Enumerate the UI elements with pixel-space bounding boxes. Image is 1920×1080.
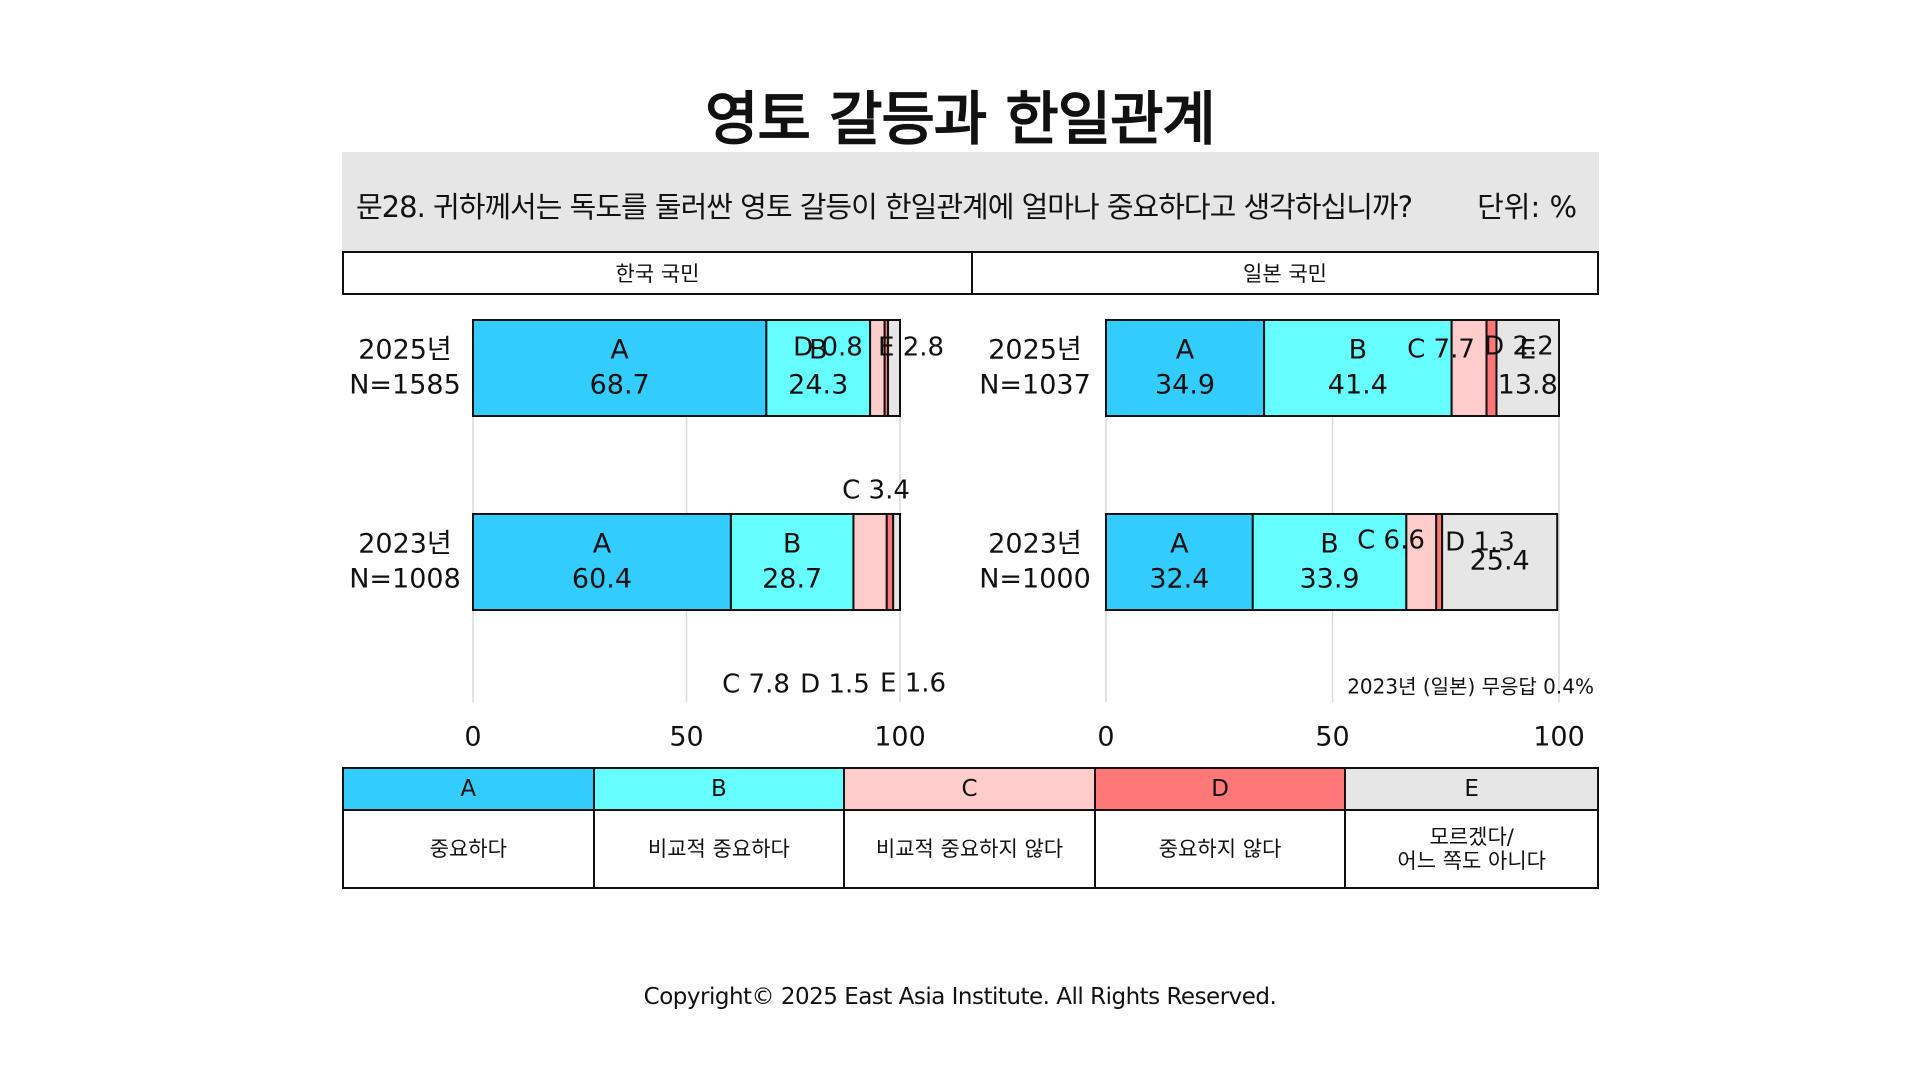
bar-segment-e: [1495, 319, 1560, 417]
bar-value-label: 13.8: [1498, 370, 1558, 401]
bar-segment-a: [1105, 319, 1266, 417]
legend-label-c: 비교적 중요하지 않다: [845, 811, 1096, 887]
bar-series-key: A: [1170, 529, 1189, 560]
unit-label: 단위: %: [1477, 190, 1577, 224]
bar-value-label: 28.7: [762, 564, 822, 595]
legend-label-b: 비교적 중요하다: [595, 811, 846, 887]
bar-value-label: 24.3: [788, 370, 848, 401]
legend-key-b: B: [594, 769, 846, 811]
small-segment-label: E 2.8: [878, 333, 944, 363]
bar-value-label: 33.9: [1299, 564, 1359, 595]
bar-segment-a: [472, 513, 732, 611]
x-tick-label: 100: [1533, 722, 1585, 753]
small-segment-label: C 3.4: [842, 476, 910, 506]
x-tick-label: 0: [464, 722, 481, 753]
page-title: 영토 갈등과 한일관계: [705, 85, 1216, 153]
legend-key-c: C: [845, 769, 1096, 811]
bar-segment-a: [1105, 513, 1254, 611]
group-header-japan: 일본 국민: [971, 251, 1599, 295]
bar-series-key: E: [1519, 335, 1536, 366]
small-segment-label: D 1.3: [1445, 528, 1515, 558]
small-segment-label: D 1.5: [800, 670, 870, 700]
question-text: 문28. 귀하께서는 독도를 둘러싼 영토 갈등이 한일관계에 얼마나 중요하다…: [356, 190, 1413, 224]
row-label-year: 2025년: [358, 335, 452, 366]
bar-series-key: A: [1176, 335, 1195, 366]
small-segment-label: D 2.2: [1484, 332, 1554, 362]
bar-series-key: B: [1349, 335, 1368, 366]
bar-segment-c: [852, 513, 888, 611]
question-bar: 문28. 귀하께서는 독도를 둘러싼 영토 갈등이 한일관계에 얼마나 중요하다…: [342, 152, 1599, 251]
bar-segment-b: [1263, 319, 1453, 417]
x-tick-label: 0: [1097, 722, 1114, 753]
small-segment-label: C 7.7: [1407, 335, 1475, 365]
row-label-n: N=1000: [979, 564, 1091, 595]
bar-series-key: A: [593, 529, 612, 560]
legend-key-a: A: [344, 769, 595, 811]
row-label-n: N=1037: [979, 370, 1091, 401]
legend-table: A B C D E 중요하다 비교적 중요하다 비교적 중요하지 않다 중요하지…: [342, 767, 1599, 889]
small-segment-label: C 7.8: [722, 670, 790, 700]
small-segment-label: E 1.6: [880, 669, 946, 699]
bar-segment-b: [765, 319, 872, 417]
bar-value-label: 60.4: [572, 564, 632, 595]
row-label-year: 2023년: [358, 529, 452, 560]
small-segment-label: D 0.8: [793, 333, 863, 363]
bar-series-key: B: [783, 529, 802, 560]
row-label-year: 2023년: [988, 529, 1082, 560]
row-label-n: N=1585: [349, 370, 461, 401]
bar-value-label: 41.4: [1328, 370, 1388, 401]
bar-segment-e: [892, 513, 902, 611]
bar-segment-a: [472, 319, 768, 417]
small-segment-label: C 6.6: [1357, 526, 1425, 556]
copyright-text: Copyright© 2025 East Asia Institute. All…: [643, 984, 1277, 1010]
bar-value-label: 32.4: [1149, 564, 1209, 595]
bar-segment-b: [729, 513, 855, 611]
bar-segment-e: [887, 319, 902, 417]
bar-segment-c: [1450, 319, 1488, 417]
legend-key-e: E: [1346, 769, 1597, 811]
row-label-year: 2025년: [988, 335, 1082, 366]
legend-label-e: 모르겠다/ 어느 쪽도 아니다: [1397, 824, 1546, 873]
chart-note: 2023년 (일본) 무응답 0.4%: [1347, 675, 1594, 699]
bar-segment-e: [1441, 513, 1559, 611]
bar-value-label: 25.4: [1470, 546, 1530, 577]
bar-series-key: B: [809, 335, 828, 366]
x-tick-label: 100: [874, 722, 926, 753]
bar-value-label: 68.7: [590, 370, 650, 401]
bar-segment-b: [1251, 513, 1408, 611]
bar-segment-c: [1405, 513, 1438, 611]
legend-key-d: D: [1095, 769, 1347, 811]
legend-label-a: 중요하다: [344, 811, 595, 887]
x-tick-label: 50: [669, 722, 703, 753]
bar-series-key: A: [610, 335, 629, 366]
bar-value-label: 34.9: [1155, 370, 1215, 401]
row-label-n: N=1008: [349, 564, 461, 595]
x-tick-label: 50: [1315, 722, 1349, 753]
bar-series-key: B: [1320, 529, 1339, 560]
legend-label-d: 중요하지 않다: [1096, 811, 1347, 887]
